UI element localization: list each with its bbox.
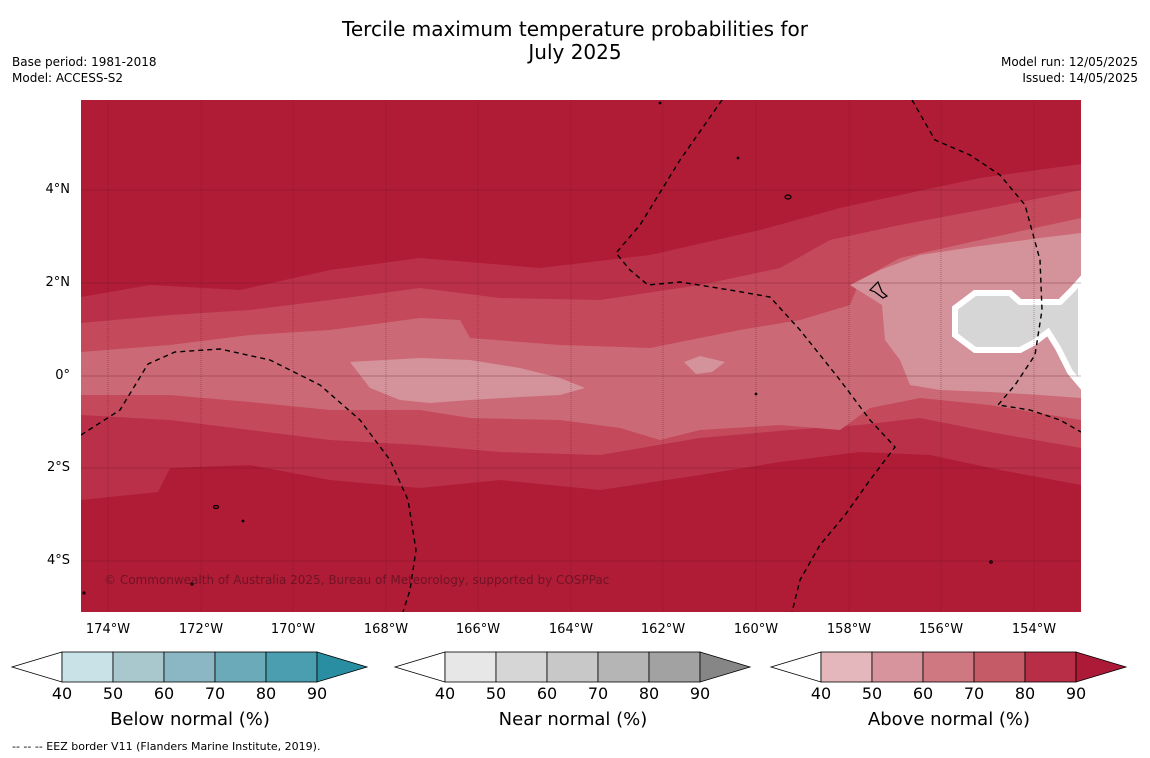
colorbar-above-low-arrow <box>769 651 822 683</box>
colorbar-above <box>769 651 1128 683</box>
lon-label-154w: 154°W <box>1011 622 1057 637</box>
above-tick-60: 60 <box>912 684 934 703</box>
band-above-60 <box>81 218 1081 440</box>
near-tick-90: 90 <box>689 684 711 703</box>
graticule <box>81 100 1081 612</box>
lon-label-162w: 162°W <box>640 622 686 637</box>
lon-label-172w: 172°W <box>178 622 224 637</box>
above-normal-title: Above normal (%) <box>867 709 1031 730</box>
colorbar-below-low-arrow <box>10 651 63 683</box>
lon-label-166w: 166°W <box>455 622 501 637</box>
below-normal-title: Below normal (%) <box>110 709 270 730</box>
above-tick-80: 80 <box>1014 684 1036 703</box>
probability-map: © Commonwealth of Australia 2025, Bureau… <box>81 100 1081 612</box>
lat-label-4s: 4°S <box>46 553 70 568</box>
near-tick-50: 50 <box>485 684 507 703</box>
lon-label-158w: 158°W <box>826 622 872 637</box>
colorbar-below-high-arrow <box>316 651 369 683</box>
below-tick-60: 60 <box>153 684 175 703</box>
lat-label-4n: 4°N <box>45 182 71 197</box>
title-line-2: July 2025 <box>528 40 622 64</box>
above-tick-90: 90 <box>1065 684 1087 703</box>
lon-label-164w: 164°W <box>548 622 594 637</box>
lat-label-2s: 2°S <box>46 460 70 475</box>
model-info: Base period: 1981-2018 Model: ACCESS-S2 <box>12 54 157 86</box>
near-tick-40: 40 <box>434 684 456 703</box>
colorbar-near-swatch-50 <box>495 651 548 683</box>
model-run-text: Model run: 12/05/2025 <box>1000 55 1138 69</box>
colorbar-near-swatch-40 <box>444 651 497 683</box>
below-tick-40: 40 <box>51 684 73 703</box>
islands <box>82 101 993 595</box>
band-above-50-small <box>684 356 725 374</box>
lon-label-174w: 174°W <box>85 622 131 637</box>
colorbar-near-swatch-60 <box>546 651 599 683</box>
colorbar-above-swatch-40 <box>820 651 873 683</box>
below-tick-90: 90 <box>306 684 328 703</box>
copyright-text: © Commonwealth of Australia 2025, Bureau… <box>104 573 609 587</box>
colorbar-above-high-arrow <box>1075 651 1128 683</box>
colorbar-below-swatch-50 <box>112 651 165 683</box>
below-tick-80: 80 <box>255 684 277 703</box>
colorbar-near-high-arrow <box>699 651 752 683</box>
near-tick-80: 80 <box>638 684 660 703</box>
near-tick-60: 60 <box>536 684 558 703</box>
colorbar-above-swatch-70 <box>973 651 1026 683</box>
below-tick-70: 70 <box>204 684 226 703</box>
lat-label-0: 0° <box>55 368 70 383</box>
colorbar-below-swatch-60 <box>163 651 216 683</box>
near-tick-70: 70 <box>587 684 609 703</box>
colorbar-below-swatch-70 <box>214 651 267 683</box>
eez-borders <box>81 100 1081 612</box>
below-tick-50: 50 <box>102 684 124 703</box>
near-normal-patch <box>952 275 1081 390</box>
colorbar-near <box>393 651 752 683</box>
lon-label-170w: 170°W <box>270 622 316 637</box>
colorbar-above-swatch-50 <box>871 651 924 683</box>
colorbar-above-swatch-60 <box>922 651 975 683</box>
colorbar-below-swatch-80 <box>265 651 318 683</box>
base-period-text: Base period: 1981-2018 <box>12 55 157 69</box>
map-title: Tercile maximum temperature probabilitie… <box>0 18 1150 64</box>
above-tick-70: 70 <box>963 684 985 703</box>
lon-label-156w: 156°W <box>918 622 964 637</box>
title-line-1: Tercile maximum temperature probabilitie… <box>342 17 808 41</box>
above-tick-40: 40 <box>810 684 832 703</box>
colorbar-below <box>10 651 369 683</box>
band-above-50-equatorial <box>350 358 585 403</box>
colorbar-near-swatch-80 <box>648 651 701 683</box>
colorbar-below-swatch-40 <box>61 651 114 683</box>
colorbar-near-swatch-70 <box>597 651 650 683</box>
colorbar-near-low-arrow <box>393 651 446 683</box>
run-info: Model run: 12/05/2025 Issued: 14/05/2025 <box>1001 54 1138 86</box>
issued-text: Issued: 14/05/2025 <box>1022 71 1138 85</box>
eez-footnote: -- -- -- EEZ border V11 (Flanders Marine… <box>12 740 321 753</box>
colorbar-above-swatch-80 <box>1024 651 1077 683</box>
near-normal-title: Near normal (%) <box>498 709 648 730</box>
model-name-text: Model: ACCESS-S2 <box>12 71 124 85</box>
above-tick-50: 50 <box>861 684 883 703</box>
lon-label-168w: 168°W <box>363 622 409 637</box>
lat-label-2n: 2°N <box>45 275 71 290</box>
lon-label-160w: 160°W <box>733 622 779 637</box>
